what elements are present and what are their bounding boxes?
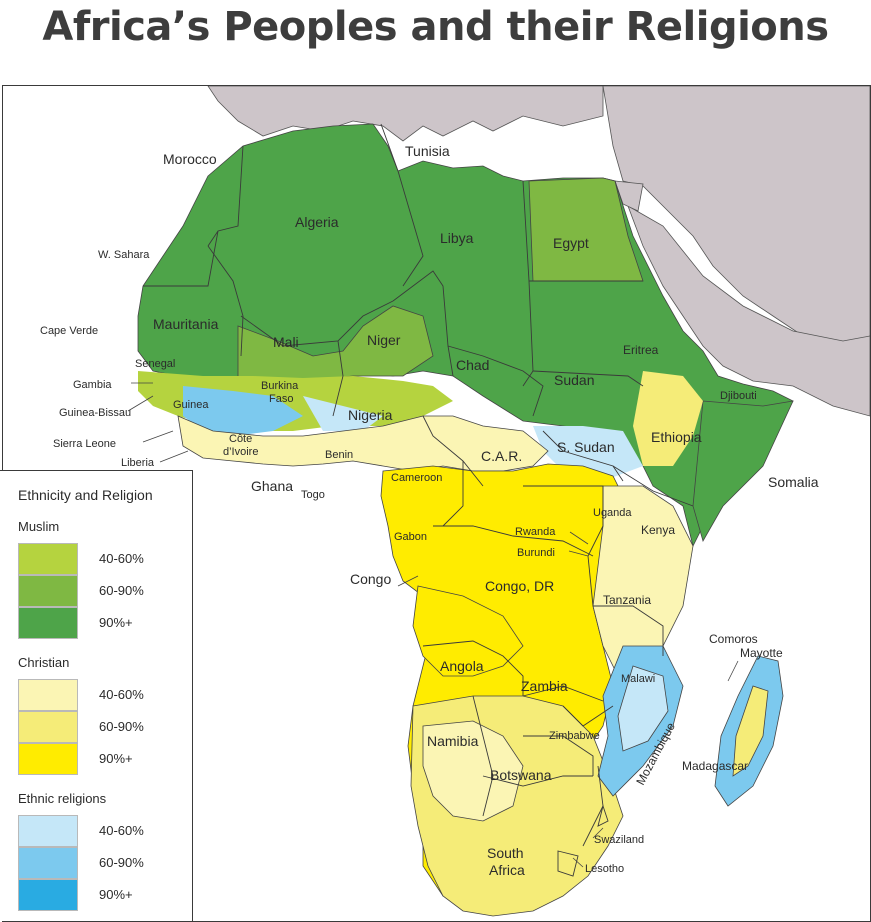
- label-niger: Niger: [367, 332, 401, 348]
- label-zimbabwe: Zimbabwe: [549, 730, 600, 742]
- label-liberia: Liberia: [121, 457, 155, 469]
- swatch-label: 40-60%: [99, 551, 144, 566]
- africa-map: Morocco Tunisia Algeria Libya Egypt W. S…: [40, 86, 870, 917]
- swatch-christian-40-60: [18, 679, 78, 711]
- label-w-sahara: W. Sahara: [98, 249, 150, 261]
- label-rwanda: Rwanda: [515, 526, 556, 538]
- label-car: C.A.R.: [481, 448, 522, 464]
- label-burkina-1: Burkina: [261, 380, 299, 392]
- label-burundi: Burundi: [517, 547, 555, 559]
- label-cape-verde: Cape Verde: [40, 325, 98, 337]
- swatch-muslim-40-60: [18, 543, 78, 575]
- label-algeria: Algeria: [295, 214, 339, 230]
- label-angola: Angola: [440, 658, 484, 674]
- label-togo: Togo: [301, 489, 325, 501]
- swatch-label: 60-90%: [99, 855, 144, 870]
- label-ghana: Ghana: [251, 478, 293, 494]
- madagascar-inner: [732, 685, 769, 777]
- swatch-label: 60-90%: [99, 719, 144, 734]
- map-title: Africa’s Peoples and their Religions: [42, 4, 829, 50]
- label-cote-divoire-1: Côte: [229, 433, 252, 445]
- label-cameroon: Cameroon: [391, 472, 442, 484]
- label-guinea: Guinea: [173, 399, 209, 411]
- label-egypt: Egypt: [553, 235, 589, 251]
- label-congo-dr: Congo, DR: [485, 578, 554, 594]
- ethiopia-christian: [633, 371, 703, 466]
- swatch-ethnic-40-60: [18, 815, 78, 847]
- label-guinea-bissau: Guinea-Bissau: [59, 407, 131, 419]
- swatch-label: 90%+: [99, 615, 133, 630]
- swatch-ethnic-90: [18, 879, 78, 911]
- label-morocco: Morocco: [163, 151, 217, 167]
- ethnic-sahel-patch-2: [303, 396, 383, 431]
- namibia-botswana: [422, 720, 524, 822]
- europe-land: [207, 86, 604, 142]
- legend-title: Ethnicity and Religion: [18, 487, 153, 503]
- label-djibouti: Djibouti: [720, 390, 757, 402]
- angola-region: [412, 585, 524, 677]
- horn-region: [692, 400, 794, 543]
- muslim-regions: [137, 123, 794, 548]
- label-south-africa-1: South: [487, 845, 524, 861]
- label-mali: Mali: [273, 334, 299, 350]
- map-frame: Morocco Tunisia Algeria Libya Egypt W. S…: [2, 85, 871, 922]
- country-borders: [143, 123, 694, 877]
- label-botswana: Botswana: [490, 767, 552, 783]
- label-sudan: Sudan: [554, 372, 594, 388]
- swatch-label: 40-60%: [99, 823, 144, 838]
- mozambique-inner: [617, 665, 669, 752]
- label-libya: Libya: [440, 230, 474, 246]
- label-eritrea: Eritrea: [623, 343, 659, 357]
- label-namibia: Namibia: [427, 733, 479, 749]
- country-labels: Morocco Tunisia Algeria Libya Egypt W. S…: [40, 143, 819, 878]
- legend-group-ethnic: Ethnic religions: [18, 791, 107, 806]
- label-south-africa-2: Africa: [489, 862, 525, 878]
- label-sierra-leone: Sierra Leone: [53, 438, 116, 450]
- label-senegal: Senegal: [135, 358, 175, 370]
- label-ethiopia: Ethiopia: [651, 429, 702, 445]
- swatch-label: 40-60%: [99, 687, 144, 702]
- swatch-christian-90: [18, 743, 78, 775]
- legend-panel: Ethnicity and Religion Muslim 40-60% 60-…: [0, 470, 193, 921]
- label-mayotte: Mayotte: [740, 646, 783, 660]
- label-nigeria: Nigeria: [348, 407, 393, 423]
- label-swaziland: Swaziland: [594, 834, 644, 846]
- arabia-land: [627, 205, 870, 417]
- swatch-label: 90%+: [99, 751, 133, 766]
- label-somalia: Somalia: [768, 474, 819, 490]
- label-mauritania: Mauritania: [153, 316, 219, 332]
- label-comoros: Comoros: [709, 632, 758, 646]
- label-congo: Congo: [350, 571, 391, 587]
- label-burkina-2: Faso: [269, 393, 293, 405]
- label-gambia: Gambia: [73, 379, 112, 391]
- label-tunisia: Tunisia: [405, 143, 450, 159]
- label-zambia: Zambia: [521, 678, 568, 694]
- label-tanzania: Tanzania: [603, 593, 651, 607]
- label-benin: Benin: [325, 449, 353, 461]
- label-gabon: Gabon: [394, 531, 427, 543]
- other-land: [207, 86, 870, 417]
- legend-group-muslim: Muslim: [18, 519, 60, 534]
- label-uganda: Uganda: [593, 507, 632, 519]
- label-kenya: Kenya: [641, 523, 675, 537]
- ethnic-sahel-patch: [183, 386, 303, 436]
- label-madagascar: Madagascar: [682, 759, 748, 773]
- label-malawi: Malawi: [621, 673, 655, 685]
- swatch-ethnic-60-90: [18, 847, 78, 879]
- swatch-christian-60-90: [18, 711, 78, 743]
- christian-regions: [177, 415, 784, 917]
- label-lesotho: Lesotho: [585, 863, 624, 875]
- label-chad: Chad: [456, 357, 489, 373]
- label-cote-divoire-2: d’Ivoire: [223, 446, 258, 458]
- label-s-sudan: S. Sudan: [557, 439, 615, 455]
- legend-group-christian: Christian: [18, 655, 70, 670]
- swatch-label: 90%+: [99, 887, 133, 902]
- swatch-muslim-90: [18, 607, 78, 639]
- swatch-label: 60-90%: [99, 583, 144, 598]
- swatch-muslim-60-90: [18, 575, 78, 607]
- leader-lines: [127, 382, 739, 868]
